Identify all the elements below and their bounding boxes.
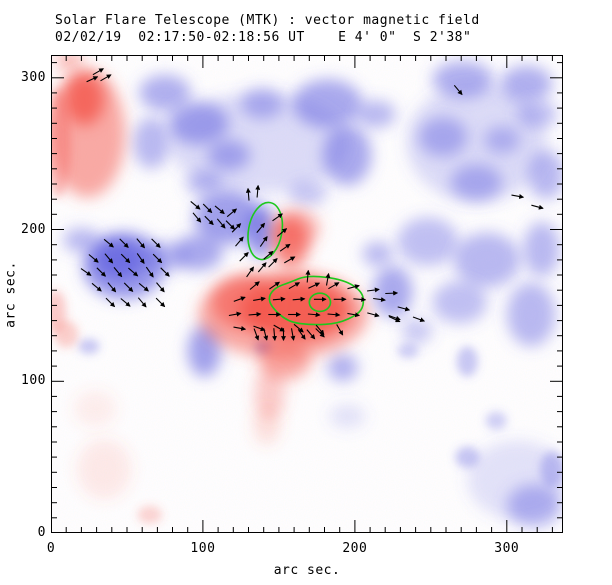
magnetogram-canvas	[51, 55, 563, 533]
figure-subtitle: 02/02/19 02:17:50-02:18:56 UT E 4' 0" S …	[55, 30, 472, 45]
y-axis-label: arc sec.	[3, 261, 19, 328]
plot-area	[51, 55, 563, 533]
y-tick-label: 0	[37, 525, 46, 540]
x-tick-label: 300	[494, 541, 520, 556]
x-tick-label: 200	[342, 541, 368, 556]
y-tick-label: 100	[21, 373, 46, 389]
y-tick-label: 200	[21, 221, 46, 237]
x-axis-label: arc sec.	[273, 563, 341, 578]
x-tick-label: 100	[190, 541, 216, 556]
y-tick-label: 300	[21, 69, 46, 85]
figure-title: Solar Flare Telescope (MTK) : vector mag…	[55, 13, 480, 28]
x-tick-label: 0	[46, 541, 56, 556]
